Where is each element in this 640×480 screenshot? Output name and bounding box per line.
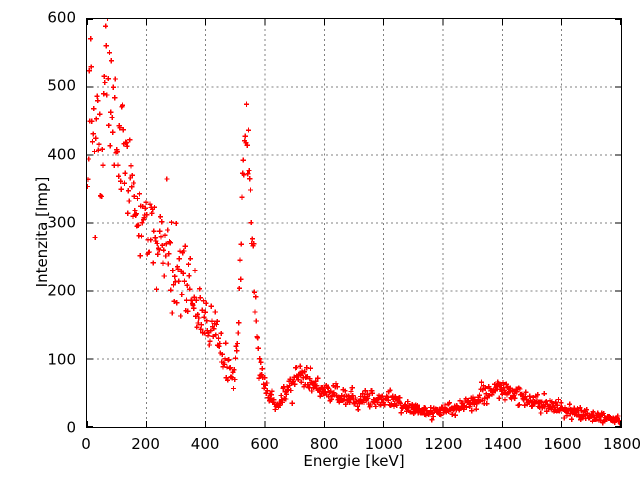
x-tick-label: 400 bbox=[190, 435, 220, 453]
x-tick-label: 600 bbox=[250, 435, 279, 453]
plot-area bbox=[86, 18, 622, 428]
y-axis-title: Intenzita [Imp] bbox=[33, 176, 51, 288]
x-tick-label: 1400 bbox=[483, 435, 522, 453]
y-tick-label: 100 bbox=[47, 350, 76, 369]
scatter-series-spectrum bbox=[87, 19, 621, 427]
x-tick-label: 0 bbox=[81, 435, 91, 453]
x-tick-label: 1000 bbox=[364, 435, 403, 453]
y-tick-label: 0 bbox=[66, 418, 76, 437]
y-tick-label: 600 bbox=[47, 8, 76, 27]
x-tick-label: 1800 bbox=[602, 435, 640, 453]
axis-ticks bbox=[87, 19, 621, 427]
y-tick-label: 500 bbox=[47, 76, 76, 95]
x-tick-label: 1600 bbox=[543, 435, 582, 453]
x-tick-label: 1200 bbox=[424, 435, 463, 453]
x-tick-label: 800 bbox=[309, 435, 339, 453]
y-tick-label: 400 bbox=[47, 145, 76, 164]
gridlines bbox=[87, 19, 621, 427]
y-tick-label: 200 bbox=[47, 281, 76, 300]
x-axis-title: Energie [keV] bbox=[303, 452, 405, 470]
y-tick-label: 300 bbox=[47, 213, 76, 232]
x-tick-label: 200 bbox=[131, 435, 160, 453]
